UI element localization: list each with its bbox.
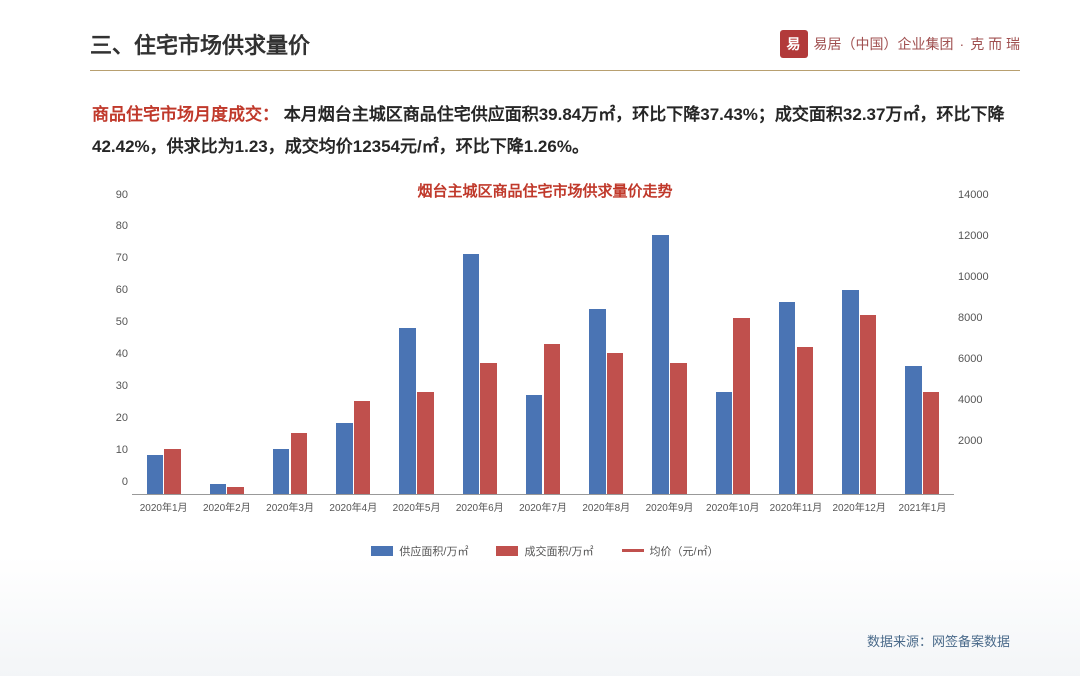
y-right-tick: 4000 bbox=[958, 394, 996, 406]
bar-group bbox=[258, 207, 321, 494]
y-right-tick: 8000 bbox=[958, 312, 996, 324]
bar-group bbox=[891, 207, 954, 494]
legend-label: 成交面积/万㎡ bbox=[524, 543, 593, 559]
y-left-tick: 40 bbox=[102, 348, 128, 360]
bar-group bbox=[828, 207, 891, 494]
bar-transaction bbox=[797, 347, 813, 494]
bar-supply bbox=[779, 302, 795, 493]
legend-label: 供应面积/万㎡ bbox=[399, 543, 468, 559]
y-right-tick: 14000 bbox=[958, 189, 996, 201]
bar-supply bbox=[526, 395, 542, 494]
bar-supply bbox=[210, 484, 226, 494]
legend-label: 均价（元/㎡） bbox=[650, 543, 719, 559]
brand-sep: · bbox=[960, 36, 965, 52]
y-left-tick: 60 bbox=[102, 284, 128, 296]
y-right-tick: 12000 bbox=[958, 230, 996, 242]
bar-group bbox=[638, 207, 701, 494]
bar-group bbox=[701, 207, 764, 494]
x-category: 2020年7月 bbox=[511, 499, 574, 514]
y-right-tick: 2000 bbox=[958, 435, 996, 447]
summary-text: 商品住宅市场月度成交： 本月烟台主城区商品住宅供应面积39.84万㎡，环比下降3… bbox=[0, 71, 1080, 170]
chart-legend: 供应面积/万㎡ 成交面积/万㎡ 均价（元/㎡） bbox=[60, 543, 1030, 559]
x-axis-labels: 2020年1月2020年2月2020年3月2020年4月2020年5月2020年… bbox=[132, 499, 954, 514]
y-left-tick: 0 bbox=[102, 476, 128, 488]
bar-transaction bbox=[354, 401, 370, 493]
bar-supply bbox=[147, 455, 163, 493]
bar-transaction bbox=[480, 363, 496, 494]
bar-supply bbox=[336, 423, 352, 493]
chart-bars bbox=[132, 207, 954, 494]
page-title: 三、住宅市场供求量价 bbox=[90, 28, 310, 60]
y-left-tick: 10 bbox=[102, 444, 128, 456]
x-category: 2020年5月 bbox=[385, 499, 448, 514]
bar-group bbox=[132, 207, 195, 494]
bar-group bbox=[575, 207, 638, 494]
brand-logo-icon: 易 bbox=[780, 30, 808, 58]
bar-supply bbox=[842, 290, 858, 494]
bar-supply bbox=[463, 254, 479, 493]
bar-transaction bbox=[670, 363, 686, 494]
brand-text-1: 易居（中国）企业集团 bbox=[814, 34, 954, 54]
x-category: 2021年1月 bbox=[891, 499, 954, 514]
x-category: 2020年12月 bbox=[828, 499, 891, 514]
bar-group bbox=[448, 207, 511, 494]
x-category: 2020年2月 bbox=[195, 499, 258, 514]
y-right-tick: 10000 bbox=[958, 271, 996, 283]
x-category: 2020年10月 bbox=[701, 499, 764, 514]
bar-supply bbox=[652, 235, 668, 493]
bar-group bbox=[322, 207, 385, 494]
y-left-tick: 50 bbox=[102, 316, 128, 328]
legend-swatch bbox=[371, 546, 393, 556]
y-left-tick: 70 bbox=[102, 252, 128, 264]
bar-transaction bbox=[544, 344, 560, 494]
x-category: 2020年11月 bbox=[764, 499, 827, 514]
chart-axes: 2020年1月2020年2月2020年3月2020年4月2020年5月2020年… bbox=[100, 207, 990, 517]
x-category: 2020年9月 bbox=[638, 499, 701, 514]
bar-group bbox=[764, 207, 827, 494]
background-decoration bbox=[0, 556, 1080, 676]
bar-transaction bbox=[227, 487, 243, 493]
x-category: 2020年8月 bbox=[575, 499, 638, 514]
chart-container: 烟台主城区商品住宅市场供求量价走势 2020年1月2020年2月2020年3月2… bbox=[60, 180, 1030, 560]
bar-transaction bbox=[417, 392, 433, 494]
y-left-tick: 90 bbox=[102, 189, 128, 201]
bar-group bbox=[511, 207, 574, 494]
bar-supply bbox=[905, 366, 921, 494]
summary-lead: 商品住宅市场月度成交： bbox=[92, 105, 279, 124]
bar-supply bbox=[399, 328, 415, 494]
header: 三、住宅市场供求量价 易 易居（中国）企业集团 · 克 而 瑞 bbox=[0, 0, 1080, 70]
bar-transaction bbox=[733, 318, 749, 493]
legend-swatch bbox=[496, 546, 518, 556]
y-left-tick: 20 bbox=[102, 412, 128, 424]
x-category: 2020年3月 bbox=[258, 499, 321, 514]
x-category: 2020年4月 bbox=[322, 499, 385, 514]
bar-supply bbox=[589, 309, 605, 494]
bar-transaction bbox=[860, 315, 876, 494]
legend-item: 成交面积/万㎡ bbox=[496, 543, 593, 559]
bar-group bbox=[195, 207, 258, 494]
legend-swatch bbox=[622, 549, 644, 552]
bar-transaction bbox=[291, 433, 307, 494]
bar-supply bbox=[716, 392, 732, 494]
data-source: 数据来源：网签备案数据 bbox=[867, 631, 1010, 650]
legend-item: 均价（元/㎡） bbox=[622, 543, 719, 559]
x-category: 2020年1月 bbox=[132, 499, 195, 514]
bar-transaction bbox=[607, 353, 623, 493]
x-category: 2020年6月 bbox=[448, 499, 511, 514]
brand: 易 易居（中国）企业集团 · 克 而 瑞 bbox=[780, 30, 1020, 58]
y-right-tick: 6000 bbox=[958, 353, 996, 365]
y-left-tick: 30 bbox=[102, 380, 128, 392]
chart-plot: 2020年1月2020年2月2020年3月2020年4月2020年5月2020年… bbox=[132, 207, 954, 495]
bar-group bbox=[385, 207, 448, 494]
y-left-tick: 80 bbox=[102, 220, 128, 232]
bar-transaction bbox=[164, 449, 180, 494]
chart-title: 烟台主城区商品住宅市场供求量价走势 bbox=[60, 180, 1030, 201]
legend-item: 供应面积/万㎡ bbox=[371, 543, 468, 559]
bar-supply bbox=[273, 449, 289, 494]
bar-transaction bbox=[923, 392, 939, 494]
brand-text-2: 克 而 瑞 bbox=[970, 34, 1020, 54]
